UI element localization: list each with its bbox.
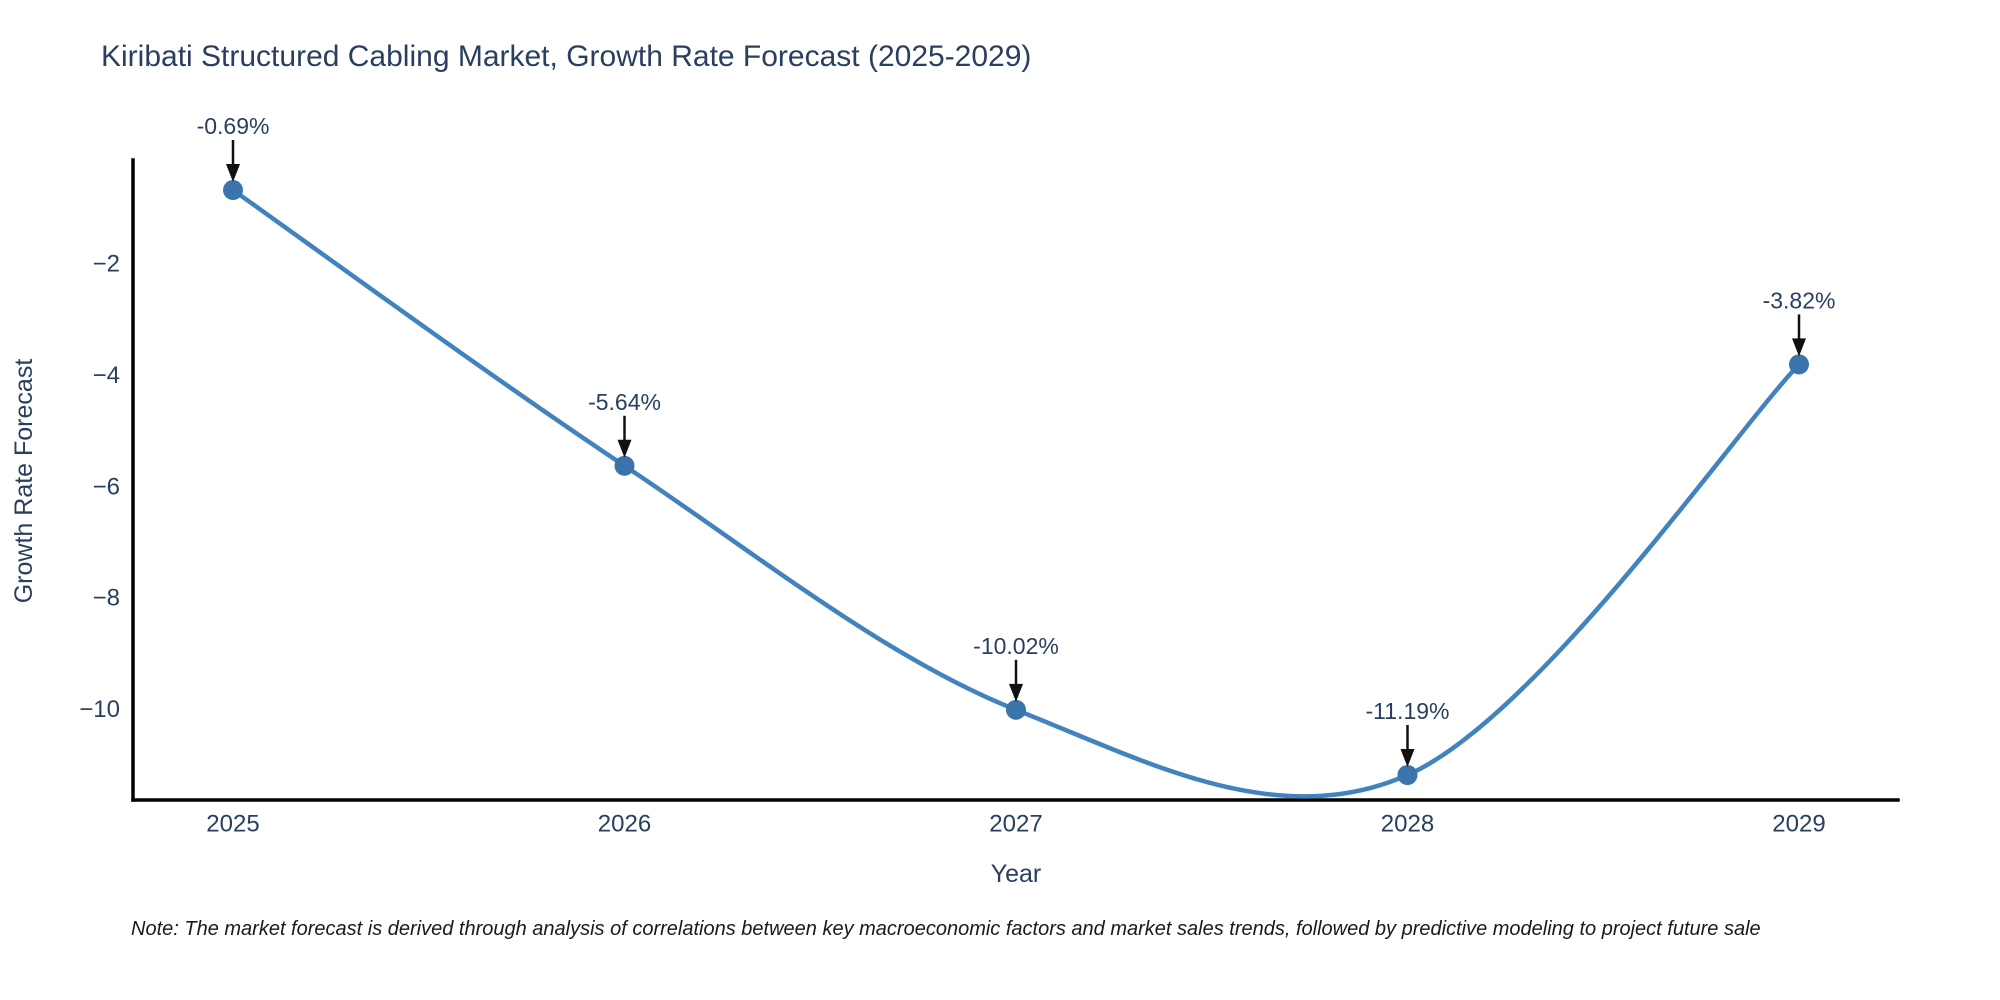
annotation-arrow-head [1009,683,1023,702]
x-tick-label: 2029 [1772,810,1825,837]
chart-title: Kiribati Structured Cabling Market, Grow… [101,40,1032,73]
x-tick-label: 2028 [1381,810,1434,837]
y-tick-label: −2 [93,250,120,277]
y-axis-title: Growth Rate Forecast [10,358,38,604]
point-annotation: -3.82% [1763,287,1836,313]
footnote: Note: The market forecast is derived thr… [131,918,1761,940]
y-tick-label: −8 [93,585,120,612]
data-point-marker [614,455,635,476]
point-annotation: -10.02% [973,633,1059,659]
data-point-marker [1006,699,1026,720]
annotation-arrow-head [1792,338,1806,357]
data-point-marker [1397,764,1418,785]
data-point-marker [223,180,243,201]
point-annotation: -0.69% [197,113,270,139]
x-tick-label: 2027 [989,810,1042,837]
annotation-arrow-head [1400,748,1415,767]
data-point-marker [1789,354,1809,375]
y-tick-label: −10 [79,696,120,723]
x-axis-title: Year [990,860,1042,888]
annotation-arrow-head [617,439,632,458]
point-annotation: -5.64% [588,389,661,415]
x-tick-label: 2026 [598,810,651,837]
y-tick-label: −4 [93,362,120,389]
x-tick-label: 2025 [206,810,259,837]
point-annotation: -11.19% [1366,698,1450,724]
y-tick-label: −6 [93,473,120,500]
annotation-arrow-head [226,164,240,183]
